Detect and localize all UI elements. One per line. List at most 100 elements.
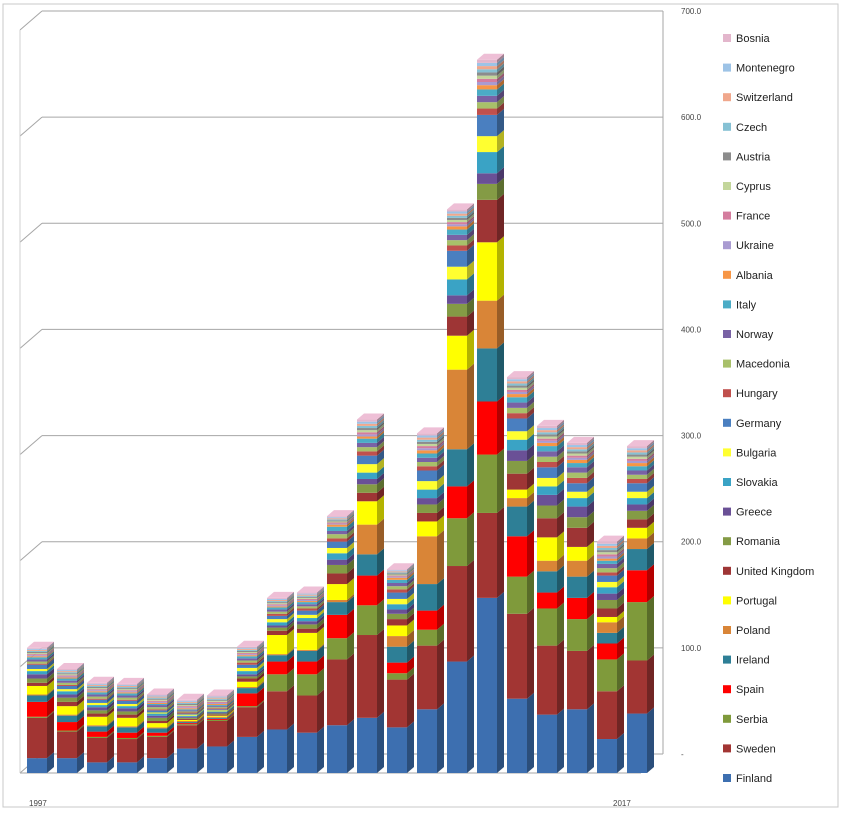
bar-segment-switzerland (447, 213, 467, 216)
bar-segment-sweden (537, 645, 557, 715)
bar-segment-portugal (477, 242, 497, 301)
bar-segment-side (347, 567, 354, 585)
bar-segment-side (227, 691, 234, 699)
bar-segment-side (437, 447, 444, 458)
bar-segment-czech (567, 449, 587, 452)
bar-segment-poland (207, 716, 227, 718)
bar-segment-side (287, 685, 294, 730)
bar-segment-side (377, 422, 384, 431)
bar-segment-side (437, 578, 444, 611)
bar-segment-side (257, 700, 264, 708)
legend-item-switzerland: Switzerland (723, 92, 793, 104)
x-tick-label: 2017 (613, 799, 631, 808)
legend-label: Spain (736, 684, 764, 696)
bar-segment-side (407, 570, 414, 578)
bar-segment-side (107, 690, 114, 699)
bar-segment-italy (267, 607, 287, 610)
bar-segment-finland (537, 714, 557, 773)
bar-segment-slovakia (387, 604, 407, 610)
bar-segment-france (597, 554, 617, 557)
bar-segment-austria (117, 688, 137, 690)
bar-segment-montenegro (567, 445, 587, 448)
legend-label: Cyprus (736, 181, 771, 193)
bar-segment-side (287, 605, 294, 614)
bar-segment-finland (447, 661, 467, 773)
bar-segment-side (437, 515, 444, 537)
bar-segment-side (527, 383, 534, 392)
bar-segment-side (617, 552, 624, 561)
bar-segment-albania (357, 436, 377, 439)
bar-segment-side (407, 564, 414, 572)
bar-segment-side (497, 294, 504, 349)
bar-segment-side (407, 567, 414, 575)
bar-segment-finland (117, 762, 137, 773)
bar-segment-side (137, 711, 144, 727)
bar-segment-side (647, 464, 654, 475)
bar-segment-side (437, 483, 444, 499)
bar-segment-czech (207, 698, 227, 700)
gridline-depth (19, 435, 43, 455)
bar-segment-side (137, 720, 144, 728)
bar-segment-side (47, 668, 54, 679)
bar-segment-side (47, 643, 54, 651)
bar-segment-side (587, 644, 594, 710)
bar-segment-side (197, 717, 204, 725)
bar-segment-side (377, 413, 384, 422)
legend-swatch (723, 359, 731, 368)
bar-segment-side (137, 756, 144, 773)
bar-segment-side (47, 645, 54, 654)
bar-segment-montenegro (507, 379, 527, 382)
bar-segment-side (437, 530, 444, 585)
bar-segment-side (527, 570, 534, 614)
bar-segment-side (617, 550, 624, 559)
bar-segment-albania (387, 577, 407, 580)
bar-segment-side (407, 565, 414, 573)
bar-segment-bulgaria (57, 689, 77, 692)
bar-segment-czech (87, 685, 107, 688)
bar-segment-albania (267, 606, 287, 608)
bar-segment-side (497, 96, 504, 109)
bar-segment-bulgaria (537, 477, 557, 487)
bar-segment-germany (147, 710, 167, 713)
bar-segment-montenegro (117, 684, 137, 686)
bar-segment-hungary (147, 709, 167, 711)
bar-segment-side (497, 60, 504, 70)
bar-segment-side (557, 708, 564, 773)
bar-segment-montenegro (267, 598, 287, 600)
bar-segment-serbia (357, 605, 377, 636)
bar-segment-finland (387, 727, 407, 773)
bar-segment-spain (57, 722, 77, 731)
bar-segment-side (77, 700, 84, 715)
bar-segment-serbia (297, 674, 317, 696)
bar-segment-sweden (237, 707, 257, 737)
bar-segment-side (467, 443, 474, 487)
bar-segment-romania (417, 504, 437, 513)
bar-segment-side (167, 690, 174, 698)
bar-segment-poland (567, 560, 587, 577)
bar-segment-side (47, 672, 54, 683)
bar-segment-side (467, 218, 474, 227)
legend-item-poland: Poland (723, 625, 770, 637)
bar-segment-side (527, 388, 534, 398)
bar-segment-bosnia (87, 682, 107, 684)
bar-segment-side (47, 679, 54, 695)
y-tick-label: 200.0 (681, 538, 702, 547)
bar-segment-serbia (207, 719, 227, 721)
bar-segment-united-kingdom (147, 720, 167, 724)
bar-segment-montenegro (297, 593, 317, 595)
bar-segment-side (47, 676, 54, 686)
bar-segment-portugal (207, 715, 227, 717)
bar-segment-side (287, 723, 294, 773)
bar-segment-macedonia (147, 707, 167, 710)
bar-segment-bulgaria (237, 667, 257, 672)
bar-segment-side (227, 710, 234, 718)
bar-segment-side (77, 668, 84, 676)
bar-stack-2003 (207, 689, 234, 773)
legend-item-montenegro: Montenegro (723, 63, 795, 75)
bar-segment-norway (447, 234, 467, 241)
bar-segment-side (167, 729, 174, 737)
legend-label: Bulgaria (736, 447, 777, 459)
bar-segment-italy (117, 693, 137, 696)
bar-segment-side (347, 593, 354, 603)
